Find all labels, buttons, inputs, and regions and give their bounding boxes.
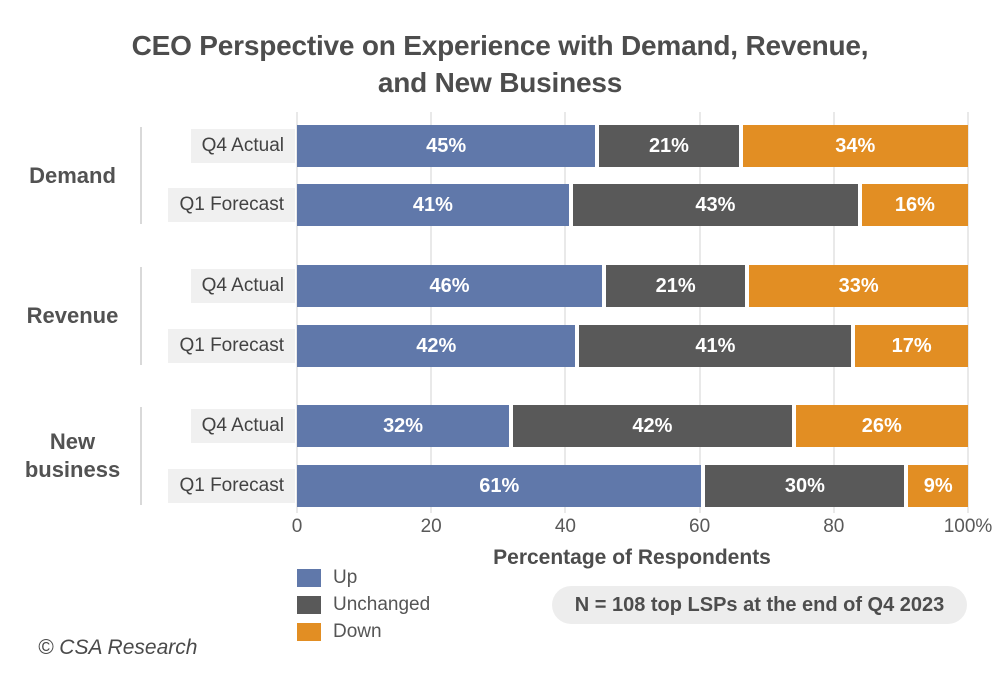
group-label-demand: Demand (29, 162, 116, 188)
legend-item-up: Up (297, 568, 430, 587)
bar-segment-down: 26% (795, 405, 968, 447)
bar-segment-down: 34% (742, 125, 968, 167)
gridline (832, 112, 835, 513)
bar-segment-unchanged: 42% (513, 405, 792, 447)
bar-segment-unchanged: 30% (705, 465, 905, 507)
bar-category-label: Q4 Actual (190, 129, 295, 163)
bar-track: 42% 41% 17% (297, 325, 968, 367)
bar-category-label: Q4 Actual (190, 269, 295, 303)
legend-swatch-down (297, 622, 321, 641)
bar-row: Q1 Forecast 61% 30% 9% (0, 465, 1000, 507)
bar-segment-unchanged: 21% (605, 265, 746, 307)
bar-segment-up: 41% (297, 184, 569, 226)
bar-segment-up: 42% (297, 325, 576, 367)
bar-segment-unchanged: 41% (579, 325, 852, 367)
bar-segment-down: 33% (749, 265, 968, 307)
group-axis-line (140, 267, 142, 365)
bar-row: Q1 Forecast 41% 43% 16% (0, 184, 1000, 226)
chart-title: CEO Perspective on Experience with Deman… (0, 27, 1000, 101)
x-tick-label: 80 (823, 516, 845, 537)
legend: Up Unchanged Down (297, 568, 430, 649)
gridline (430, 112, 433, 513)
legend-item-down: Down (297, 622, 430, 641)
legend-swatch-unchanged (297, 595, 321, 614)
bar-row: Q4 Actual 46% 21% 33% (0, 265, 1000, 307)
bar-track: 46% 21% 33% (297, 265, 968, 307)
gridline (967, 112, 969, 513)
bar-segment-down: 17% (855, 325, 968, 367)
gridline (564, 112, 567, 513)
bar-track: 45% 21% 34% (297, 125, 968, 167)
bar-track: 61% 30% 9% (297, 465, 968, 507)
bar-segment-unchanged: 43% (572, 184, 858, 226)
group-axis-line (140, 407, 142, 505)
bar-track: 32% 42% 26% (297, 405, 968, 447)
gridline (698, 112, 701, 513)
x-tick-label: 100% (943, 516, 993, 537)
x-tick-label: 0 (291, 516, 303, 537)
chart-title-line1: CEO Perspective on Experience with Deman… (131, 30, 869, 61)
bar-segment-up: 46% (297, 265, 602, 307)
bar-segment-down: 16% (861, 184, 968, 226)
chart-title-line2: and New Business (377, 67, 623, 98)
bar-track: 41% 43% 16% (297, 184, 968, 226)
bar-segment-down: 9% (908, 465, 968, 507)
bar-segment-up: 32% (297, 405, 510, 447)
legend-label: Down (333, 621, 382, 642)
legend-item-unchanged: Unchanged (297, 595, 430, 614)
bar-category-label: Q4 Actual (190, 409, 295, 443)
group-label-new-business: New business (24, 429, 121, 482)
copyright-label: © CSA Research (38, 636, 198, 659)
gridline (296, 112, 298, 513)
bar-row: Q1 Forecast 42% 41% 17% (0, 325, 1000, 367)
bar-segment-up: 45% (297, 125, 596, 167)
x-tick-label: 20 (420, 516, 442, 537)
sample-size-note: N = 108 top LSPs at the end of Q4 2023 (552, 586, 967, 624)
x-axis-title: Percentage of Respondents (493, 546, 771, 569)
bar-category-label: Q1 Forecast (168, 329, 295, 363)
bar-segment-unchanged: 21% (599, 125, 739, 167)
bar-segment-up: 61% (297, 465, 702, 507)
x-tick-label: 60 (689, 516, 711, 537)
x-tick-label: 40 (554, 516, 576, 537)
group-axis-line (140, 127, 142, 224)
legend-swatch-up (297, 568, 321, 587)
bar-category-label: Q1 Forecast (168, 469, 295, 503)
legend-label: Up (333, 567, 358, 588)
bar-row: Q4 Actual 45% 21% 34% (0, 125, 1000, 167)
bar-row: Q4 Actual 32% 42% 26% (0, 405, 1000, 447)
legend-label: Unchanged (333, 594, 431, 615)
bar-category-label: Q1 Forecast (168, 188, 295, 222)
group-label-revenue: Revenue (26, 303, 119, 328)
